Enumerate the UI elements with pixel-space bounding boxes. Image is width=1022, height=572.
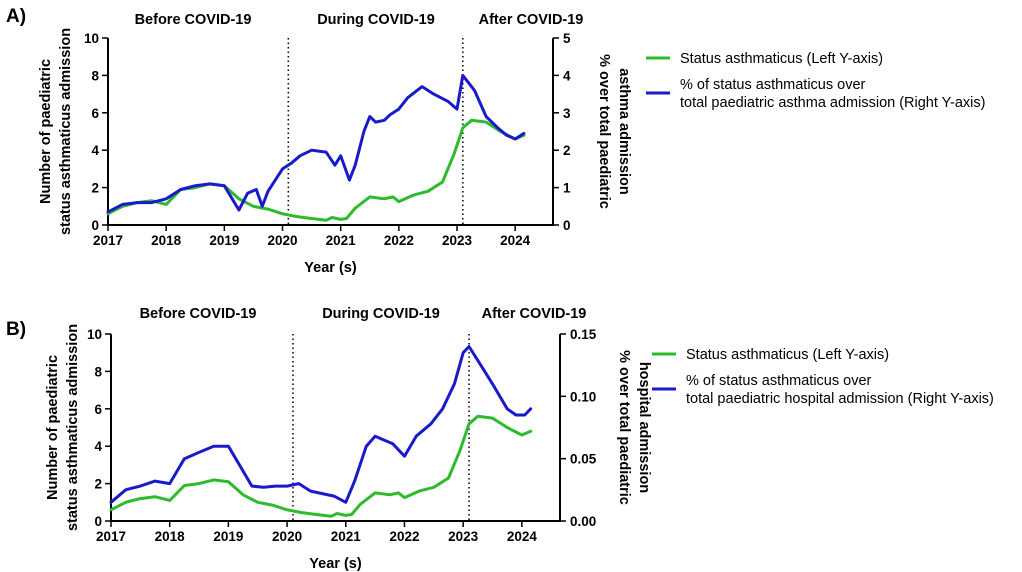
x-axis-title: Year (s) <box>309 556 362 572</box>
right-tick-label: 1 <box>563 181 571 196</box>
x-tick-label: 2020 <box>267 233 297 248</box>
x-axis-title: Year (s) <box>304 260 357 276</box>
legend: Status asthmaticus (Left Y-axis) % of sta… <box>646 51 985 111</box>
legend: Status asthmaticus (Left Y-axis) % of sta… <box>652 347 994 407</box>
right-tick-label: 0.10 <box>570 389 596 404</box>
right-tick-label: 3 <box>563 106 571 121</box>
x-tick-label: 2019 <box>213 529 243 544</box>
period-label: During COVID-19 <box>322 306 440 322</box>
legend-label: Status asthmaticus (Left Y-axis) <box>686 347 889 363</box>
panel-label: B) <box>6 319 26 340</box>
right-tick-label: 0.05 <box>570 452 597 467</box>
left-tick-label: 2 <box>94 477 102 492</box>
legend-label: % of status asthmaticus over <box>686 373 872 389</box>
right-y-axis-title: hospital admission <box>636 362 652 493</box>
series-line-percentage <box>109 345 533 504</box>
period-label: After COVID-19 <box>482 306 587 322</box>
series-line-status-asthmaticus <box>109 414 533 518</box>
x-tick-label: 2019 <box>209 233 239 248</box>
chart-panel-a: A) Before COVID-19 During COVID-19 After CO… <box>6 6 985 276</box>
x-tick-label: 2020 <box>272 529 302 544</box>
right-tick-label: 5 <box>563 31 571 46</box>
chart-panel-b: B) Before COVID-19 During COVID-19 After CO… <box>6 306 994 572</box>
left-tick-label: 6 <box>91 106 99 121</box>
left-tick-label: 4 <box>94 439 102 454</box>
left-y-axis-title: status asthmaticus admission <box>58 28 74 235</box>
x-tick-label: 2024 <box>507 529 538 544</box>
legend-label: total paediatric hospital admission (Rig… <box>686 391 994 407</box>
x-tick-label: 2023 <box>448 529 479 544</box>
panel-label: A) <box>6 6 26 27</box>
x-tick-label: 2017 <box>96 529 126 544</box>
right-tick-label: 4 <box>563 68 571 83</box>
left-tick-label: 10 <box>87 327 102 342</box>
right-y-axis-title: % over total paediatric <box>616 350 632 505</box>
period-label: Before COVID-19 <box>140 306 257 322</box>
left-tick-label: 10 <box>84 31 99 46</box>
left-y-axis-title: Number of paediatric <box>38 59 54 204</box>
x-tick-label: 2018 <box>155 529 186 544</box>
period-label: During COVID-19 <box>317 12 435 28</box>
x-tick-label: 2018 <box>151 233 182 248</box>
legend-label: % of status asthmaticus over <box>680 77 866 93</box>
left-tick-label: 4 <box>91 143 99 158</box>
x-tick-label: 2023 <box>442 233 473 248</box>
left-tick-label: 8 <box>91 68 99 83</box>
left-tick-label: 0 <box>91 218 99 233</box>
left-y-axis-title: Number of paediatric <box>45 355 61 500</box>
left-tick-label: 8 <box>94 364 102 379</box>
right-tick-label: 0.00 <box>570 514 596 529</box>
legend-label: Status asthmaticus (Left Y-axis) <box>680 51 883 67</box>
left-tick-label: 0 <box>94 514 102 529</box>
period-label: After COVID-19 <box>479 12 584 28</box>
x-tick-label: 2021 <box>326 233 357 248</box>
x-tick-label: 2021 <box>331 529 362 544</box>
series-line-status-asthmaticus <box>106 118 526 222</box>
series-line-percentage <box>106 73 526 214</box>
right-y-axis-title: % over total paediatric <box>596 54 612 209</box>
x-tick-label: 2024 <box>500 233 531 248</box>
left-y-axis-title: status asthmaticus admission <box>65 324 81 531</box>
legend-label: total paediatric asthma admission (Right… <box>680 95 985 111</box>
x-tick-label: 2022 <box>384 233 414 248</box>
right-y-axis-title: asthma admission <box>616 68 632 195</box>
left-tick-label: 6 <box>94 402 102 417</box>
x-tick-label: 2017 <box>93 233 123 248</box>
left-tick-label: 2 <box>91 181 99 196</box>
x-tick-label: 2022 <box>389 529 419 544</box>
right-tick-label: 0.15 <box>570 327 597 342</box>
right-tick-label: 2 <box>563 143 571 158</box>
right-tick-label: 0 <box>563 218 571 233</box>
period-label: Before COVID-19 <box>135 12 252 28</box>
